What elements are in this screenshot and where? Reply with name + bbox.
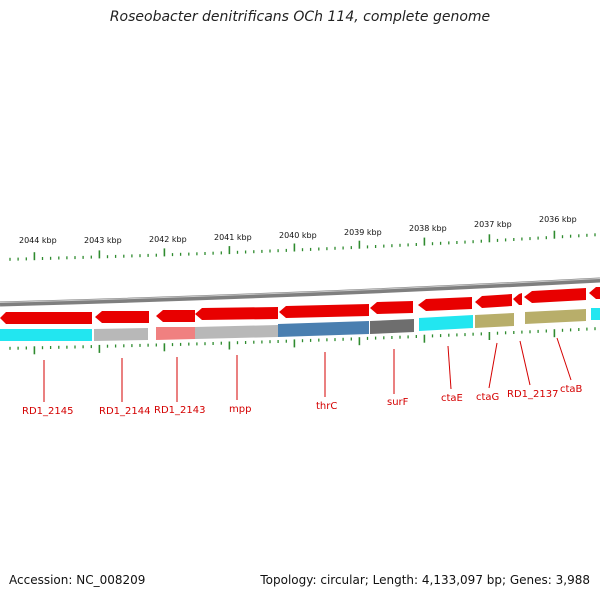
gene-arrow xyxy=(589,287,600,299)
map-title: Roseobacter denitrificans OCh 114, compl… xyxy=(109,9,491,25)
category-bar-khaki xyxy=(525,309,586,324)
genome-backbone-highlight xyxy=(0,278,600,303)
category-bar-dark-gray xyxy=(370,319,414,334)
leader-line xyxy=(556,337,572,381)
scale-label: 2037 kbp xyxy=(474,220,512,229)
scale-label: 2039 kbp xyxy=(344,228,382,237)
gene-arrow xyxy=(0,312,92,324)
gene-label: RD1_2143 xyxy=(154,405,205,416)
category-bar-cyan xyxy=(591,308,600,320)
gene-label: RD1_2137 xyxy=(507,389,558,400)
scale-label: 2041 kbp xyxy=(214,233,252,242)
scale-label: 2036 kbp xyxy=(539,215,577,224)
scale-label: 2043 kbp xyxy=(84,236,122,245)
gene-arrow xyxy=(195,307,278,320)
outer-tick-track xyxy=(9,230,596,261)
category-bar-blue xyxy=(278,321,369,337)
gene-arrow xyxy=(524,288,586,303)
category-bar-cyan xyxy=(0,329,92,341)
gene-label: ctaE xyxy=(441,393,463,404)
scale-label: 2040 kbp xyxy=(279,231,317,240)
gene-label: RD1_2144 xyxy=(99,406,150,417)
accession-label: Accession: NC_008209 xyxy=(9,573,146,587)
category-bar-gray xyxy=(195,325,278,339)
scale-label: 2038 kbp xyxy=(409,224,447,233)
gene-arrow xyxy=(370,301,413,314)
category-bar-pink xyxy=(156,327,195,340)
genome-summary: Topology: circular; Length: 4,133,097 bp… xyxy=(260,573,590,587)
scale-labels: 2044 kbp 2043 kbp 2042 kbp 2041 kbp 2040… xyxy=(19,215,577,245)
gene-label: surF xyxy=(387,397,409,408)
genome-backbone xyxy=(0,277,600,307)
gene-labels: RD1_2145 RD1_2144 RD1_2143 mpp thrC surF… xyxy=(22,384,583,417)
gene-arrow xyxy=(156,310,195,322)
leader-line xyxy=(488,342,498,389)
gene-arrow xyxy=(418,297,472,311)
gene-label: ctaG xyxy=(476,392,499,403)
leader-line xyxy=(519,340,531,386)
scale-label: 2042 kbp xyxy=(149,235,187,244)
gene-label: ctaB xyxy=(560,384,583,395)
category-bar-gray xyxy=(94,328,148,341)
gene-arrow xyxy=(513,293,522,305)
gene-label: RD1_2145 xyxy=(22,406,73,417)
scale-label: 2044 kbp xyxy=(19,236,57,245)
gene-label: mpp xyxy=(229,404,251,415)
category-bar-khaki xyxy=(475,313,514,328)
gene-arrow xyxy=(279,304,369,318)
gene-arrow xyxy=(95,311,149,323)
gene-label: thrC xyxy=(316,401,337,412)
inner-tick-track xyxy=(9,327,596,355)
gene-arrow-track xyxy=(0,287,600,324)
gene-label-leaders xyxy=(43,337,572,402)
leader-line xyxy=(447,345,452,390)
gene-category-track xyxy=(0,308,600,341)
gene-arrow xyxy=(475,294,512,308)
category-bar-cyan xyxy=(419,315,473,331)
